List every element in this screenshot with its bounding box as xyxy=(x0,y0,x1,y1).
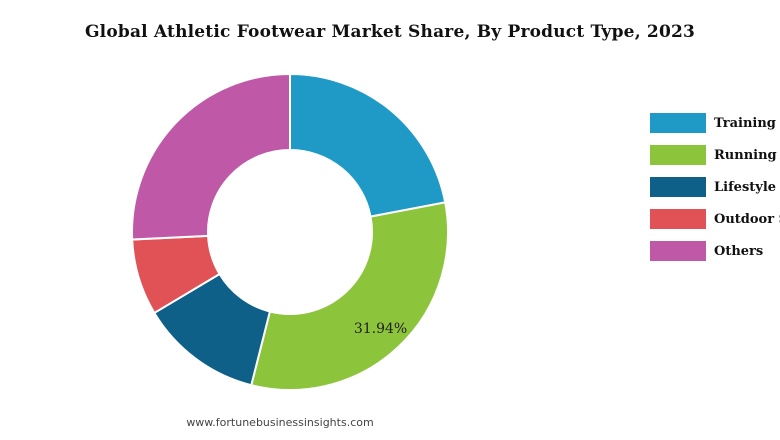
legend-item: Running S xyxy=(650,144,780,166)
donut-slice-others xyxy=(131,72,291,241)
legend-label: Training S xyxy=(714,115,780,131)
legend-item: Others xyxy=(650,240,780,262)
legend-item: Outdoor S xyxy=(650,208,780,230)
legend-item: Lifestyle S xyxy=(650,176,780,198)
legend: Training S Running S Lifestyle S Outdoor S O… xyxy=(650,112,780,272)
legend-label: Outdoor S xyxy=(714,211,780,227)
chart-title: Global Athletic Footwear Market Share, B… xyxy=(84,22,696,42)
legend-swatch xyxy=(650,209,706,229)
legend-swatch xyxy=(650,113,706,133)
legend-label: Running S xyxy=(714,147,780,163)
legend-label: Others xyxy=(714,243,764,259)
legend-item: Training S xyxy=(650,112,780,134)
legend-swatch xyxy=(650,177,706,197)
legend-label: Lifestyle S xyxy=(714,179,780,195)
legend-swatch xyxy=(650,145,706,165)
legend-swatch xyxy=(650,241,706,261)
source-credit: www.fortunebusinessinsights.com xyxy=(186,416,374,429)
data-label-running-shoes: 31.94% xyxy=(354,321,407,337)
donut-slice-training-shoes xyxy=(289,72,447,218)
donut-slice-running-shoes xyxy=(250,201,449,391)
